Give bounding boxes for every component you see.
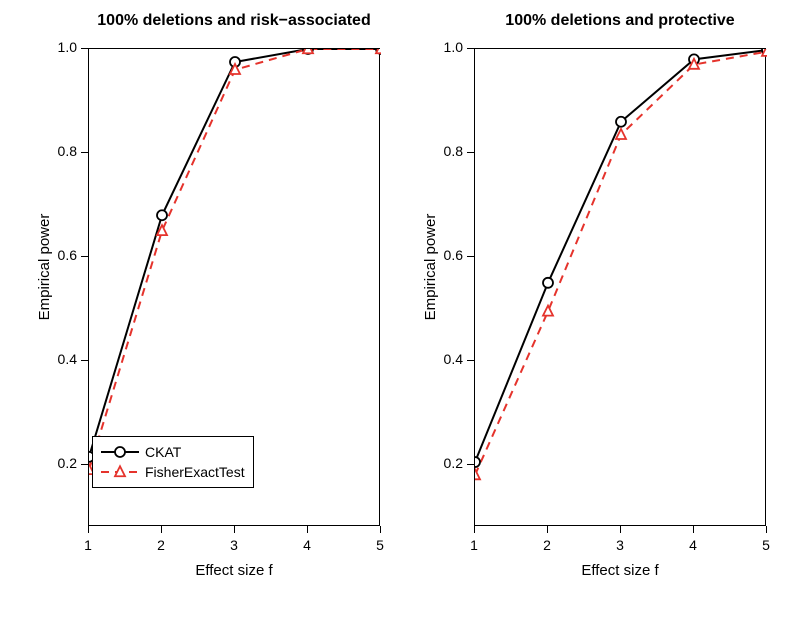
x-tick-label: 4 [683,537,703,553]
x-tick-label: 4 [297,537,317,553]
legend-item: FisherExactTest [101,462,245,482]
plot-area [474,48,766,526]
y-tick-label: 0.8 [58,143,77,159]
y-tick-mark [81,464,88,465]
legend-swatch [101,444,139,460]
x-tick-mark [307,526,308,533]
x-tick-mark [766,526,767,533]
x-axis-label: Effect size f [88,562,380,579]
x-tick-mark [161,526,162,533]
x-tick-label: 5 [370,537,390,553]
x-tick-label: 1 [78,537,98,553]
y-tick-mark [81,152,88,153]
y-tick-label: 0.4 [444,351,463,367]
series-line [89,49,381,457]
x-tick-label: 5 [756,537,776,553]
y-tick-label: 0.8 [444,143,463,159]
series-line [475,50,767,462]
x-tick-label: 3 [610,537,630,553]
y-tick-mark [81,256,88,257]
panel-title: 100% deletions and risk−associated [88,12,380,30]
y-axis-label: Empirical power [422,187,439,347]
x-tick-mark [380,526,381,533]
legend-swatch [101,464,139,480]
legend-label: CKAT [145,444,181,460]
panel-title: 100% deletions and protective [474,12,766,30]
x-tick-mark [474,526,475,533]
legend-item: CKAT [101,442,245,462]
x-tick-mark [620,526,621,533]
x-tick-label: 2 [537,537,557,553]
plot-svg [475,49,767,527]
series-line [89,49,381,470]
figure-root: 100% deletions and risk−associated 1 2 3 4 5 0… [0,0,798,624]
y-tick-mark [467,48,474,49]
x-tick-mark [547,526,548,533]
y-tick-mark [467,464,474,465]
x-tick-mark [693,526,694,533]
legend-label: FisherExactTest [145,464,245,480]
legend: CKAT FisherExactTest [92,436,254,488]
y-tick-label: 0.2 [58,455,77,471]
x-tick-label: 1 [464,537,484,553]
y-axis-label: Empirical power [36,187,53,347]
y-tick-mark [81,48,88,49]
x-tick-label: 2 [151,537,171,553]
y-tick-label: 1.0 [58,39,77,55]
x-tick-label: 3 [224,537,244,553]
y-tick-mark [467,360,474,361]
series-line [475,52,767,475]
x-axis-label: Effect size f [474,562,766,579]
x-tick-mark [88,526,89,533]
y-tick-label: 0.4 [58,351,77,367]
y-tick-mark [81,360,88,361]
y-tick-label: 0.6 [444,247,463,263]
x-tick-mark [234,526,235,533]
y-tick-mark [467,152,474,153]
y-tick-label: 0.2 [444,455,463,471]
y-tick-label: 0.6 [58,247,77,263]
y-tick-mark [467,256,474,257]
y-tick-label: 1.0 [444,39,463,55]
